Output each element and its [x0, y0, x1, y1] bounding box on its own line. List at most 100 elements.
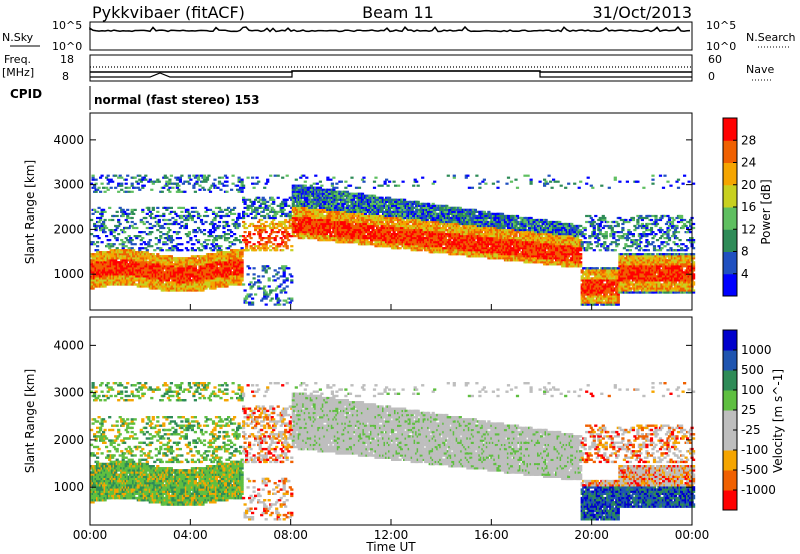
- scatter-cell: [297, 237, 301, 240]
- scatter-cell: [213, 184, 217, 187]
- scatter-cell: [320, 212, 324, 215]
- scatter-cell: [205, 214, 210, 218]
- scatter-cell: [183, 287, 187, 290]
- scatter-cell: [211, 210, 216, 213]
- scatter-cell: [230, 231, 234, 234]
- scatter-cell: [159, 247, 163, 250]
- scatter-cell: [401, 229, 405, 232]
- scatter-cell: [272, 200, 276, 203]
- scatter-cell: [227, 224, 231, 228]
- scatter-cell: [243, 206, 247, 209]
- scatter-cell: [351, 226, 356, 230]
- scatter-cell: [258, 206, 262, 209]
- scatter-cell: [196, 176, 201, 179]
- scatter-cell: [255, 182, 259, 185]
- scatter-cell: [318, 210, 322, 213]
- scatter-cell: [257, 275, 261, 278]
- scatter-cell: [190, 218, 194, 222]
- scatter-cell: [204, 210, 208, 213]
- scatter-cell: [180, 271, 184, 274]
- scatter-cell: [124, 245, 128, 248]
- scatter-cell: [148, 233, 152, 236]
- scatter-cell: [397, 241, 401, 244]
- scatter-cell: [148, 214, 152, 218]
- scatter-cell: [388, 214, 392, 218]
- scatter-cell: [243, 289, 247, 292]
- scatter-cell: [163, 263, 167, 266]
- scatter-cell: [394, 235, 398, 238]
- scatter-cell: [196, 212, 201, 215]
- scatter-cell: [210, 243, 214, 246]
- scatter-cell: [326, 206, 330, 209]
- scatter-cell: [260, 239, 264, 242]
- scatter-cell: [410, 249, 414, 252]
- scatter-cell: [422, 204, 426, 207]
- scatter-cell: [172, 281, 176, 284]
- scatter-cell: [279, 275, 283, 278]
- scatter-cell: [380, 220, 384, 224]
- scatter-cell: [242, 198, 246, 201]
- scatter-cell: [401, 218, 405, 222]
- scatter-cell: [335, 186, 339, 189]
- scatter-cell: [430, 239, 434, 242]
- cpid-mode: normal (fast stereo) 153: [94, 93, 260, 107]
- scatter-cell: [133, 267, 137, 270]
- scatter-cell: [263, 214, 267, 218]
- scatter-cell: [97, 206, 101, 209]
- scatter-cell: [166, 231, 170, 234]
- scatter-cell: [276, 297, 280, 300]
- scatter-cell: [102, 222, 106, 226]
- scatter-cell: [172, 247, 176, 250]
- scatter-cell: [354, 218, 359, 222]
- scatter-cell: [192, 243, 196, 246]
- scatter-cell: [91, 212, 95, 215]
- scatter-cell: [362, 180, 366, 183]
- scatter-cell: [93, 184, 97, 187]
- scatter-cell: [431, 182, 435, 185]
- scatter-cell: [90, 182, 94, 185]
- scatter-cell: [121, 263, 125, 266]
- scatter-cell: [326, 220, 330, 224]
- scatter-cell: [246, 208, 250, 211]
- scatter-cell: [213, 222, 217, 226]
- scatter-cell: [211, 285, 216, 288]
- scatter-cell: [335, 182, 339, 185]
- scatter-cell: [279, 237, 283, 240]
- scatter-cell: [228, 273, 232, 276]
- scatter-cell: [156, 178, 160, 181]
- scatter-cell: [258, 243, 262, 246]
- scatter-cell: [266, 247, 270, 250]
- scatter-cell: [272, 275, 276, 278]
- scatter-cell: [267, 204, 271, 207]
- scatter-cell: [392, 231, 396, 234]
- scatter-cell: [217, 182, 222, 185]
- scatter-cell: [130, 243, 134, 246]
- scatter-cell: [366, 229, 371, 232]
- scatter-cell: [385, 178, 389, 181]
- scatter-cell: [272, 243, 276, 246]
- scatter-cell: [263, 229, 267, 232]
- scatter-cell: [434, 235, 438, 238]
- scatter-cell: [418, 222, 422, 226]
- scatter-cell: [404, 210, 408, 213]
- scatter-cell: [147, 180, 151, 183]
- scatter-cell: [127, 190, 131, 193]
- scatter-cell: [141, 220, 145, 224]
- scatter-cell: [354, 229, 359, 232]
- scatter-cell: [117, 190, 121, 193]
- scatter-cell: [193, 190, 197, 193]
- scatter-cell: [282, 269, 286, 272]
- scatter-cell: [175, 263, 179, 266]
- scatter-cell: [114, 283, 118, 286]
- scatter-cell: [103, 210, 107, 213]
- scatter-cell: [296, 206, 300, 209]
- nsky-label: N.Sky: [2, 31, 34, 44]
- scatter-cell: [214, 271, 219, 274]
- scatter-cell: [133, 176, 137, 179]
- scatter-cell: [234, 220, 238, 224]
- scatter-cell: [249, 293, 253, 296]
- scatter-cell: [425, 249, 429, 252]
- scatter-cell: [264, 204, 268, 207]
- scatter-cell: [309, 231, 313, 234]
- scatter-cell: [240, 261, 244, 264]
